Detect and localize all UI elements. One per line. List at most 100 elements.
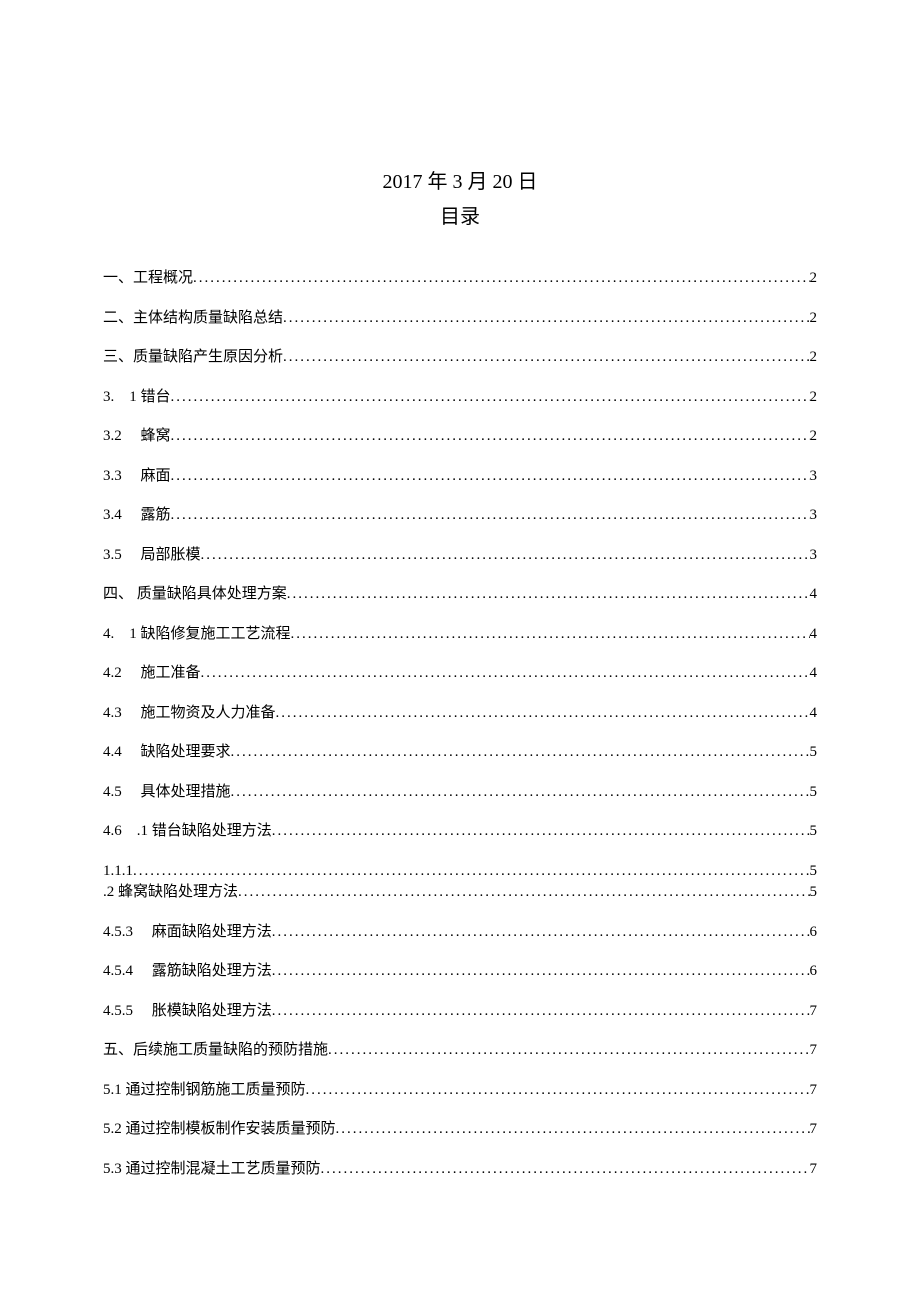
toc-entry: .2 蜂窝缺陷处理方法.............................… [103,883,817,903]
toc-entry-dots: ........................................… [171,467,810,487]
toc-entry: 3.2 蜂窝..................................… [103,427,817,447]
toc-entry: 3. 1 错台 ................................… [103,388,817,408]
toc-entry-page: 7 [810,1120,818,1140]
toc-entry: 4.5 具体处理措施..............................… [103,783,817,803]
toc-entry: 4.6 .1 错台缺陷处理方法.........................… [103,822,817,842]
toc-entry: 4. 1 缺陷修复施工工艺流程 ........................… [103,625,817,645]
toc-entry-dots: ........................................… [171,388,810,408]
toc-entry-page: 3 [810,506,818,526]
toc-entry: 3.3 麻面..................................… [103,467,817,487]
toc-entry-page: 5 [810,862,818,882]
toc-entry-page: 5 [810,822,818,842]
toc-entry: 三、质量缺陷产生原因分析............................… [103,348,817,368]
toc-entry-label: 1.1.1 [103,862,133,882]
toc-entry-dots: ........................................… [272,923,810,943]
toc-entry-label: 5.2 通过控制模板制作安装质量预防 [103,1120,336,1140]
toc-entry-dots: ........................................… [133,862,810,882]
toc-entry-label: 4.3 施工物资及人力准备 [103,704,276,724]
toc-entry-dots: ........................................… [336,1120,810,1140]
document-header: 2017 年 3 月 20 日 目录 [103,165,817,229]
toc-entry-page: 2 [810,348,818,368]
toc-entry-page: 6 [810,962,818,982]
toc-entry-page: 3 [810,467,818,487]
toc-entry-label: 4.4 缺陷处理要求 [103,743,231,763]
toc-entry-page: 7 [810,1002,818,1022]
toc-container: 一、工程概况..................................… [103,269,817,1179]
toc-entry: 4.5.3 麻面缺陷处理方法..........................… [103,923,817,943]
toc-entry-label: 5.3 通过控制混凝土工艺质量预防 [103,1160,321,1180]
toc-entry-label: 二、主体结构质量缺陷总结 [103,309,283,329]
toc-entry: 二、主体结构质量缺陷总结............................… [103,309,817,329]
toc-entry-page: 4 [810,585,818,605]
toc-entry-dots: ........................................… [283,348,809,368]
toc-entry-page: 7 [810,1160,818,1180]
toc-entry-label: .2 蜂窝缺陷处理方法 [103,883,238,903]
toc-entry: 一、工程概况..................................… [103,269,817,289]
toc-entry-dots: ........................................… [171,427,810,447]
toc-entry-page: 2 [810,309,818,329]
toc-entry-label: 3.4 露筋 [103,506,171,526]
toc-entry-page: 4 [810,704,818,724]
toc-entry-page: 4 [810,664,818,684]
toc-entry-page: 3 [810,546,818,566]
toc-entry-dots: ........................................… [201,664,810,684]
toc-entry: 3.4 露筋..................................… [103,506,817,526]
toc-entry: 四、 质量缺陷具体处理方案...........................… [103,585,817,605]
toc-entry-label: 一、工程概况 [103,269,193,289]
toc-entry-page: 2 [810,427,818,447]
toc-entry-page: 7 [810,1041,818,1061]
toc-entry-label: 4.6 .1 错台缺陷处理方法 [103,822,272,842]
toc-entry-page: 2 [810,269,818,289]
toc-entry: 5.2 通过控制模板制作安装质量预防......................… [103,1120,817,1140]
toc-entry: 五、后续施工质量缺陷的预防措施.........................… [103,1041,817,1061]
toc-entry-label: 4. 1 缺陷修复施工工艺流程 [103,625,291,645]
toc-entry-label: 4.5 具体处理措施 [103,783,231,803]
toc-entry: 4.4 缺陷处理要求..............................… [103,743,817,763]
toc-entry-label: 五、后续施工质量缺陷的预防措施 [103,1041,328,1061]
toc-entry-page: 7 [810,1081,818,1101]
toc-entry-label: 4.2 施工准备 [103,664,201,684]
toc-entry-page: 5 [810,743,818,763]
toc-entry-label: 三、质量缺陷产生原因分析 [103,348,283,368]
toc-entry: 4.3 施工物资及人力准备...........................… [103,704,817,724]
toc-entry: 4.5.5 胀模缺陷处理方法..........................… [103,1002,817,1022]
toc-entry-dots: ........................................… [306,1081,810,1101]
toc-entry-label: 3.3 麻面 [103,467,171,487]
toc-entry-dots: ........................................… [328,1041,809,1061]
toc-entry-label: 3.2 蜂窝 [103,427,171,447]
toc-entry-dots: ........................................… [321,1160,810,1180]
toc-entry-label: 3. 1 错台 [103,388,171,408]
toc-entry-dots: ........................................… [272,822,810,842]
toc-entry-page: 5 [810,883,818,903]
toc-entry-page: 5 [810,783,818,803]
toc-entry-dots: ........................................… [231,743,810,763]
toc-entry-dots: ........................................… [291,625,810,645]
toc-entry: 4.2 施工准备................................… [103,664,817,684]
toc-entry-label: 3.5 局部胀模 [103,546,201,566]
toc-entry-dots: ........................................… [276,704,810,724]
toc-entry-dots: ........................................… [287,585,810,605]
toc-entry: 1.1.1...................................… [103,862,817,882]
toc-entry: 5.1 通过控制钢筋施工质量预防........................… [103,1081,817,1101]
toc-entry-dots: ........................................… [272,1002,810,1022]
toc-entry-dots: ........................................… [171,506,810,526]
toc-entry-page: 4 [810,625,818,645]
document-date: 2017 年 3 月 20 日 [103,165,817,194]
toc-entry-label: 4.5.4 露筋缺陷处理方法 [103,962,272,982]
toc-entry: 4.5.4 露筋缺陷处理方法..........................… [103,962,817,982]
toc-entry: 3.5 局部胀模................................… [103,546,817,566]
toc-entry-dots: ........................................… [272,962,810,982]
toc-entry-dots: ........................................… [238,883,809,903]
toc-entry-label: 四、 质量缺陷具体处理方案 [103,585,287,605]
toc-entry-dots: ........................................… [283,309,809,329]
toc-entry-dots: ........................................… [193,269,809,289]
toc-entry-page: 6 [810,923,818,943]
toc-title: 目录 [103,200,817,229]
toc-entry-dots: ........................................… [231,783,810,803]
toc-entry-label: 4.5.3 麻面缺陷处理方法 [103,923,272,943]
toc-entry-label: 5.1 通过控制钢筋施工质量预防 [103,1081,306,1101]
toc-entry-dots: ........................................… [201,546,810,566]
toc-entry-label: 4.5.5 胀模缺陷处理方法 [103,1002,272,1022]
toc-entry: 5.3 通过控制混凝土工艺质量预防.......................… [103,1160,817,1180]
toc-entry-page: 2 [810,388,818,408]
